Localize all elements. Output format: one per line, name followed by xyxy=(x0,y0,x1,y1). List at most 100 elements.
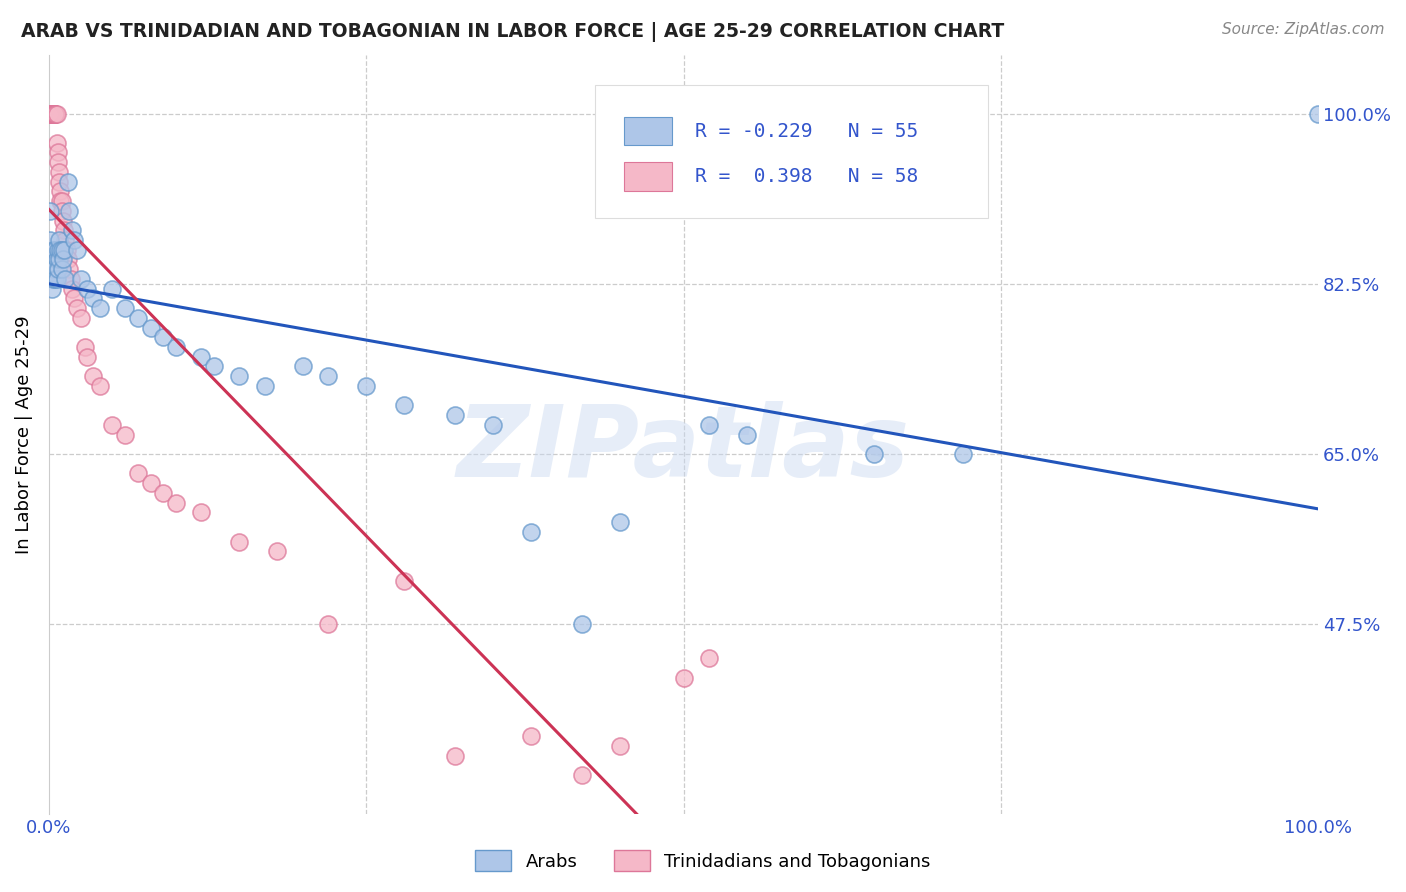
Point xyxy=(735,427,758,442)
Point xyxy=(101,417,124,432)
Point xyxy=(58,262,80,277)
Point xyxy=(41,262,63,277)
Point xyxy=(48,165,70,179)
Point xyxy=(127,467,149,481)
Point xyxy=(69,310,91,325)
Point xyxy=(41,106,63,120)
Point xyxy=(52,213,75,227)
Point xyxy=(952,447,974,461)
Y-axis label: In Labor Force | Age 25-29: In Labor Force | Age 25-29 xyxy=(15,315,32,554)
Point xyxy=(89,379,111,393)
Point xyxy=(51,262,73,277)
Point xyxy=(114,301,136,315)
Point xyxy=(55,243,77,257)
Point xyxy=(228,369,250,384)
Point xyxy=(482,417,505,432)
Point xyxy=(165,496,187,510)
Point xyxy=(42,106,65,120)
Point xyxy=(49,243,72,257)
FancyBboxPatch shape xyxy=(624,117,672,145)
Legend: Arabs, Trinidadians and Tobagonians: Arabs, Trinidadians and Tobagonians xyxy=(468,843,938,879)
Text: R =  0.398   N = 58: R = 0.398 N = 58 xyxy=(695,167,918,186)
Point xyxy=(60,282,83,296)
Point xyxy=(444,748,467,763)
Point xyxy=(53,243,76,257)
Point xyxy=(609,739,631,753)
Point xyxy=(41,282,63,296)
Point xyxy=(66,243,89,257)
Point xyxy=(49,194,72,208)
Point xyxy=(44,106,66,120)
Point xyxy=(291,359,314,374)
Point xyxy=(152,330,174,344)
Text: ARAB VS TRINIDADIAN AND TOBAGONIAN IN LABOR FORCE | AGE 25-29 CORRELATION CHART: ARAB VS TRINIDADIAN AND TOBAGONIAN IN LA… xyxy=(21,22,1004,42)
Point xyxy=(48,233,70,247)
Point xyxy=(39,106,62,120)
Point xyxy=(45,106,67,120)
Point xyxy=(42,106,65,120)
Point xyxy=(41,106,63,120)
Point xyxy=(76,282,98,296)
Point xyxy=(56,252,79,267)
Point xyxy=(609,515,631,529)
Point xyxy=(46,262,69,277)
Point xyxy=(41,106,63,120)
Point xyxy=(69,272,91,286)
Point xyxy=(253,379,276,393)
Point xyxy=(60,223,83,237)
Point xyxy=(59,272,82,286)
Point xyxy=(139,320,162,334)
Point xyxy=(42,106,65,120)
Point xyxy=(52,252,75,267)
Point xyxy=(73,340,96,354)
Point xyxy=(55,272,77,286)
Point xyxy=(39,203,62,218)
Text: R = -0.229   N = 55: R = -0.229 N = 55 xyxy=(695,121,918,141)
Point xyxy=(114,427,136,442)
Point xyxy=(697,651,720,665)
Point xyxy=(82,369,104,384)
Point xyxy=(697,417,720,432)
Point xyxy=(82,291,104,305)
Point xyxy=(53,223,76,237)
Point xyxy=(44,243,66,257)
Point xyxy=(139,476,162,491)
Point xyxy=(42,243,65,257)
Point xyxy=(202,359,225,374)
Point xyxy=(42,262,65,277)
Point xyxy=(46,155,69,169)
Point xyxy=(51,203,73,218)
Point xyxy=(55,233,77,247)
Point xyxy=(356,379,378,393)
Point xyxy=(316,369,339,384)
Point xyxy=(51,194,73,208)
Text: ZIPatlas: ZIPatlas xyxy=(457,401,910,499)
Point xyxy=(165,340,187,354)
Point xyxy=(571,768,593,782)
Point xyxy=(46,243,69,257)
Point xyxy=(228,534,250,549)
FancyBboxPatch shape xyxy=(595,86,988,219)
Point xyxy=(190,505,212,519)
Point xyxy=(42,106,65,120)
Point xyxy=(63,233,86,247)
Point xyxy=(39,106,62,120)
Point xyxy=(44,106,66,120)
Point xyxy=(152,486,174,500)
Point xyxy=(56,175,79,189)
Point xyxy=(1308,106,1330,120)
Point xyxy=(444,408,467,422)
Point xyxy=(42,252,65,267)
Point xyxy=(127,310,149,325)
FancyBboxPatch shape xyxy=(624,162,672,191)
Point xyxy=(44,106,66,120)
Point xyxy=(76,350,98,364)
Point xyxy=(863,447,886,461)
Point xyxy=(42,106,65,120)
Point xyxy=(39,106,62,120)
Point xyxy=(63,291,86,305)
Point xyxy=(66,301,89,315)
Point xyxy=(48,175,70,189)
Point xyxy=(101,282,124,296)
Point xyxy=(44,106,66,120)
